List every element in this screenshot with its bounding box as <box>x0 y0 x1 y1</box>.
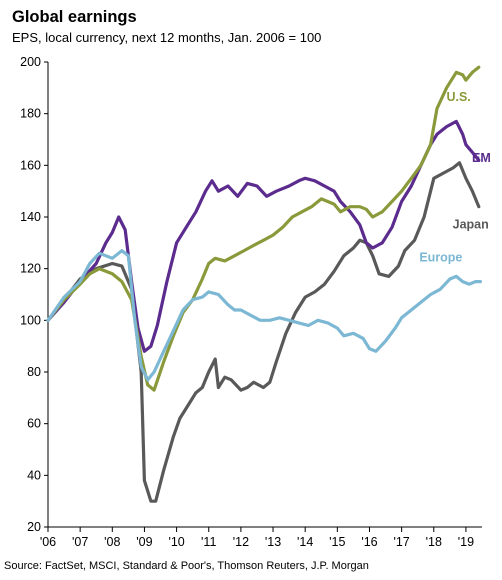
x-tick-label: '09 <box>136 535 152 549</box>
x-tick-label: '13 <box>265 535 281 549</box>
y-tick-label: 20 <box>27 520 41 534</box>
x-tick-label: '18 <box>426 535 442 549</box>
series-label-u-s: U.S. <box>446 90 470 104</box>
series-labels-layer: Japan EM U.S. Europe <box>419 90 490 264</box>
y-tick-label: 140 <box>20 210 41 224</box>
y-tick-label: 200 <box>20 55 41 69</box>
x-tick-label: '19 <box>458 535 474 549</box>
x-tick-label: '14 <box>297 535 313 549</box>
y-tick-label: 40 <box>27 468 41 482</box>
y-tick-label: 60 <box>27 417 41 431</box>
y-tick-label: 180 <box>20 107 41 121</box>
x-tick-label: '16 <box>361 535 377 549</box>
chart-subtitle: EPS, local currency, next 12 months, Jan… <box>12 30 322 45</box>
series-label-em: EM <box>472 151 491 165</box>
x-tick-label: '10 <box>168 535 184 549</box>
series-line-japan <box>46 161 481 503</box>
series-line-em <box>46 119 481 353</box>
x-tick-label: '12 <box>233 535 249 549</box>
x-tick-label: '17 <box>393 535 409 549</box>
x-tick-label: '15 <box>329 535 345 549</box>
axes-layer: 20 40 60 80 100 120 140 160 180 200 '06 '07 '08 '09 '1… <box>20 55 482 549</box>
x-tick-label: '11 <box>201 535 216 549</box>
x-tick-label: '08 <box>104 535 120 549</box>
x-tick-label: '07 <box>72 535 88 549</box>
series-layer <box>46 65 482 503</box>
y-tick-label: 160 <box>20 158 41 172</box>
chart-source: Source: FactSet, MSCI, Standard & Poor's… <box>4 560 369 572</box>
series-label-europe: Europe <box>419 251 462 265</box>
series-line-europe <box>46 249 482 382</box>
chart-title: Global earnings <box>12 8 137 26</box>
y-tick-label: 120 <box>20 262 41 276</box>
series-label-japan: Japan <box>453 218 489 232</box>
x-tick-label: '06 <box>40 535 56 549</box>
y-tick-label: 100 <box>20 313 41 327</box>
chart-plot: 20 40 60 80 100 120 140 160 180 200 '06 '07 '08 '09 '1… <box>20 55 491 549</box>
y-tick-label: 80 <box>27 365 41 379</box>
